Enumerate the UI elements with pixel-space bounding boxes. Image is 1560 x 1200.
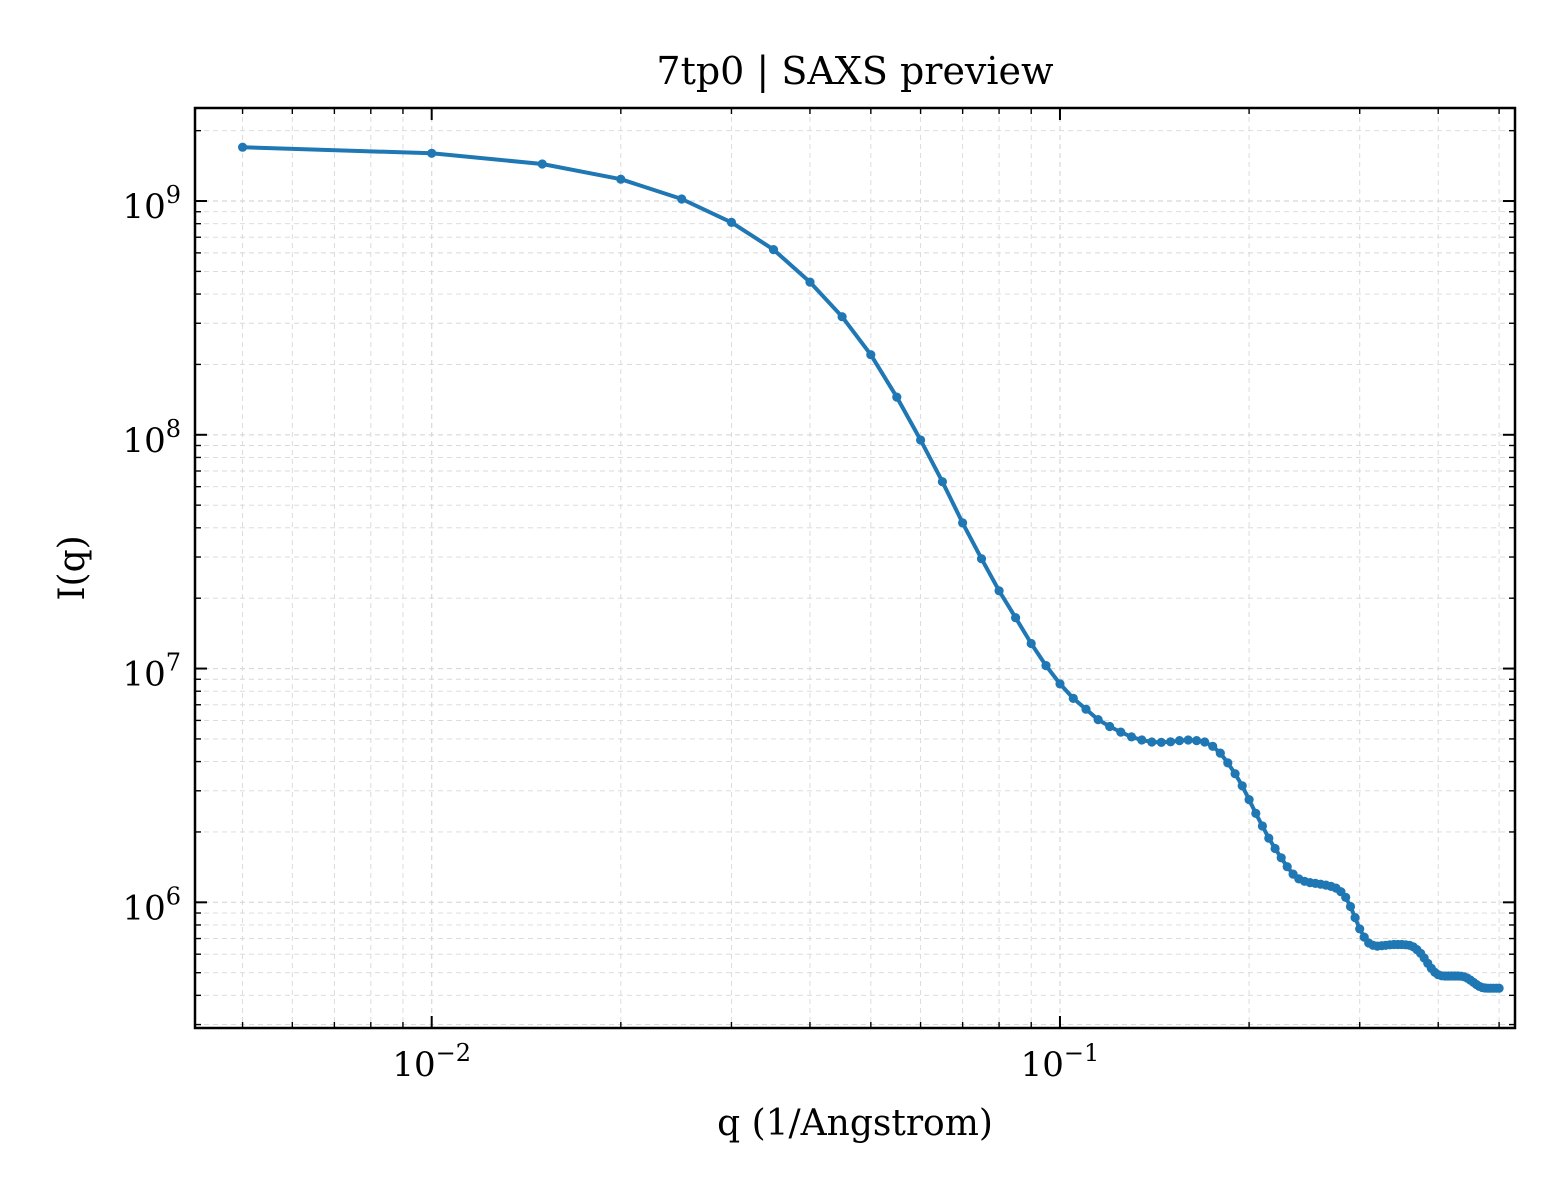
data-point: [677, 194, 687, 204]
data-point: [976, 554, 987, 564]
chart-title: 7tp0 | SAXS preview: [656, 49, 1054, 93]
data-point: [1011, 613, 1021, 623]
tick-label-base: 10: [1021, 1045, 1064, 1085]
data-point: [1093, 715, 1103, 725]
data-point: [805, 277, 815, 287]
data-point: [1355, 924, 1365, 934]
data-point: [726, 217, 737, 227]
data-point: [1244, 795, 1254, 805]
data-point: [1147, 737, 1157, 747]
tick-label-exponent: 7: [166, 649, 181, 677]
data-point: [994, 586, 1004, 596]
grid: [195, 108, 1515, 1028]
data-point: [1081, 704, 1091, 714]
data-point: [892, 392, 902, 402]
data-point: [916, 435, 926, 445]
data-point: [1183, 735, 1193, 745]
data-point: [1137, 735, 1147, 745]
data-point: [1341, 892, 1351, 903]
y-axis-label: I(q): [52, 535, 93, 600]
data-point: [768, 245, 779, 255]
series: [238, 142, 1504, 993]
data-point: [866, 350, 876, 360]
data-point: [1257, 821, 1267, 831]
data-point: [1494, 983, 1504, 993]
tick-label-exponent: 9: [166, 181, 181, 209]
data-point: [1237, 781, 1247, 791]
x-axis-label: q (1/Angstrom): [717, 1103, 993, 1144]
data-point: [1345, 901, 1356, 912]
data-point: [1208, 741, 1218, 751]
y-tick-label: 109: [122, 181, 181, 227]
tick-label-base: 10: [122, 888, 165, 928]
data-point: [1116, 727, 1126, 737]
data-point: [1350, 913, 1360, 923]
data-point: [1264, 833, 1274, 843]
data-point: [427, 148, 437, 158]
data-point: [1026, 638, 1036, 649]
data-point: [1055, 679, 1065, 689]
data-point: [238, 142, 248, 152]
data-point: [1223, 758, 1233, 768]
tick-label-base: 10: [122, 655, 165, 695]
plot-frame: [193, 106, 1517, 1030]
data-point: [1156, 737, 1166, 748]
x-tick-label: 10−2: [392, 1039, 471, 1085]
tick-label-exponent: 8: [166, 415, 181, 443]
y-tick-label: 108: [122, 415, 181, 461]
data-point: [616, 174, 626, 184]
tick-label-exponent: −2: [436, 1039, 471, 1067]
data-point: [1105, 721, 1115, 732]
data-point: [1230, 769, 1240, 779]
y-tick-label: 107: [122, 649, 181, 695]
data-point: [537, 159, 547, 169]
data-point: [1041, 661, 1051, 671]
data-point: [1282, 862, 1292, 872]
data-point: [1276, 853, 1286, 863]
data-point: [1126, 732, 1137, 742]
tick-label-exponent: −1: [1064, 1039, 1099, 1067]
tick-label-base: 10: [392, 1045, 435, 1085]
y-tick-label: 106: [122, 882, 181, 928]
data-point: [837, 312, 847, 322]
tick-label-exponent: 6: [166, 882, 181, 910]
data-point: [937, 477, 948, 487]
tick-label-base: 10: [122, 421, 165, 461]
data-point: [1166, 737, 1176, 747]
tick-label-base: 10: [122, 187, 165, 227]
data-point: [1174, 736, 1185, 746]
data-point: [1192, 736, 1202, 746]
data-point: [1251, 808, 1261, 819]
x-tick-label: 10−1: [1021, 1039, 1100, 1085]
data-point: [1068, 693, 1078, 704]
data-point: [1215, 748, 1225, 758]
data-point: [1270, 843, 1280, 854]
data-point: [1200, 737, 1210, 747]
data-point: [958, 518, 968, 528]
